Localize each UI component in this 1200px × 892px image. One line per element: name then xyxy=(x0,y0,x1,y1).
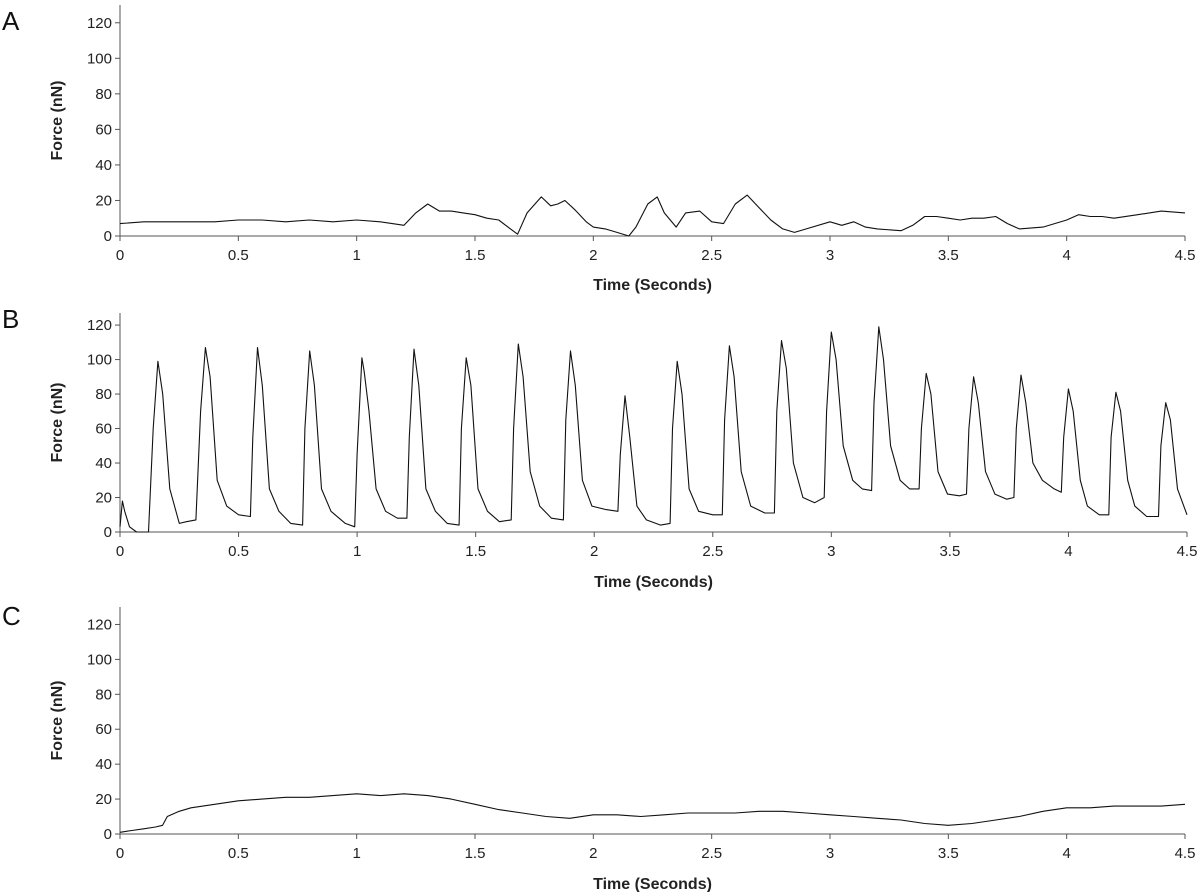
y-tick-label: 20 xyxy=(95,192,112,209)
y-axis-title: Force (nN) xyxy=(49,81,66,161)
chart-panel-b: B 0 20 40 60 80 100 120 0 0.5 1 1.5 2 2.5 3 3.5 4 4.5 Time… xyxy=(2,304,1197,591)
x-tick-label: 3.5 xyxy=(938,845,959,862)
x-tick-label: 3 xyxy=(827,543,835,560)
x-tick-label: 0 xyxy=(116,845,124,862)
y-tick-label: 40 xyxy=(95,157,112,174)
x-tick-label: 3.5 xyxy=(939,543,960,560)
y-tick-label: 120 xyxy=(87,616,112,633)
x-tick-label: 0.5 xyxy=(228,543,249,560)
y-tick-label: 40 xyxy=(95,455,112,472)
y-tick-label: 0 xyxy=(104,826,112,843)
y-tick-label: 60 xyxy=(95,421,112,438)
y-tick-label: 20 xyxy=(95,490,112,507)
x-tick-label: 2 xyxy=(589,247,597,264)
x-tick-label: 4.5 xyxy=(1175,247,1196,264)
force-trace-line xyxy=(119,326,1188,533)
x-tick-label: 4 xyxy=(1064,543,1072,560)
x-tick-label: 2 xyxy=(590,543,598,560)
y-tick-label: 0 xyxy=(104,524,112,541)
x-tick-label: 0 xyxy=(116,543,124,560)
x-tick-label: 4 xyxy=(1062,845,1070,862)
x-tick-label: 1 xyxy=(352,845,360,862)
y-tick-label: 60 xyxy=(95,721,112,738)
y-tick-label: 80 xyxy=(95,386,112,403)
x-tick-label: 1 xyxy=(353,543,361,560)
x-axis-title: Time (Seconds) xyxy=(593,277,712,294)
y-tick-label: 60 xyxy=(95,121,112,138)
y-tick-label: 100 xyxy=(87,352,112,369)
force-trace-line xyxy=(119,194,1186,237)
y-tick-label: 120 xyxy=(87,15,112,32)
x-tick-label: 1 xyxy=(352,247,360,264)
x-tick-label: 4 xyxy=(1062,247,1070,264)
panel-letter: B xyxy=(2,304,19,334)
panel-letter: A xyxy=(2,6,20,36)
x-tick-label: 3 xyxy=(826,247,834,264)
x-tick-label: 2.5 xyxy=(701,845,722,862)
x-axis-title: Time (Seconds) xyxy=(594,574,713,591)
x-tick-label: 4.5 xyxy=(1177,543,1198,560)
x-tick-label: 3.5 xyxy=(938,247,959,264)
chart-panel-c: C 0 20 40 60 80 100 120 0 0.5 1 1.5 2 2.5 3 3.5 4 4.5 Time… xyxy=(2,601,1195,892)
x-tick-label: 0.5 xyxy=(228,845,249,862)
x-tick-label: 0.5 xyxy=(228,247,249,264)
chart-panel-a: A 0 20 40 60 80 100 120 0 0.5 1 1.5 2 2.5 3 3.5 4 4.5 Time… xyxy=(2,5,1195,294)
y-axis-title: Force (nN) xyxy=(49,681,66,761)
x-axis-title: Time (Seconds) xyxy=(593,876,712,892)
y-tick-label: 20 xyxy=(95,791,112,808)
y-tick-label: 80 xyxy=(95,686,112,703)
y-tick-label: 0 xyxy=(104,228,112,245)
y-tick-label: 120 xyxy=(87,317,112,334)
y-tick-label: 80 xyxy=(95,86,112,103)
x-tick-label: 1.5 xyxy=(465,247,486,264)
x-tick-label: 3 xyxy=(826,845,834,862)
force-trace-line xyxy=(119,793,1186,833)
panel-letter: C xyxy=(2,601,21,631)
x-tick-label: 0 xyxy=(116,247,124,264)
x-tick-label: 2.5 xyxy=(702,543,723,560)
x-tick-label: 1.5 xyxy=(465,845,486,862)
y-tick-label: 100 xyxy=(87,651,112,668)
y-axis-title: Force (nN) xyxy=(49,383,66,463)
x-tick-label: 1.5 xyxy=(465,543,486,560)
x-tick-label: 2.5 xyxy=(701,247,722,264)
y-tick-label: 40 xyxy=(95,756,112,773)
x-tick-label: 4.5 xyxy=(1175,845,1196,862)
x-tick-label: 2 xyxy=(589,845,597,862)
y-tick-label: 100 xyxy=(87,50,112,67)
